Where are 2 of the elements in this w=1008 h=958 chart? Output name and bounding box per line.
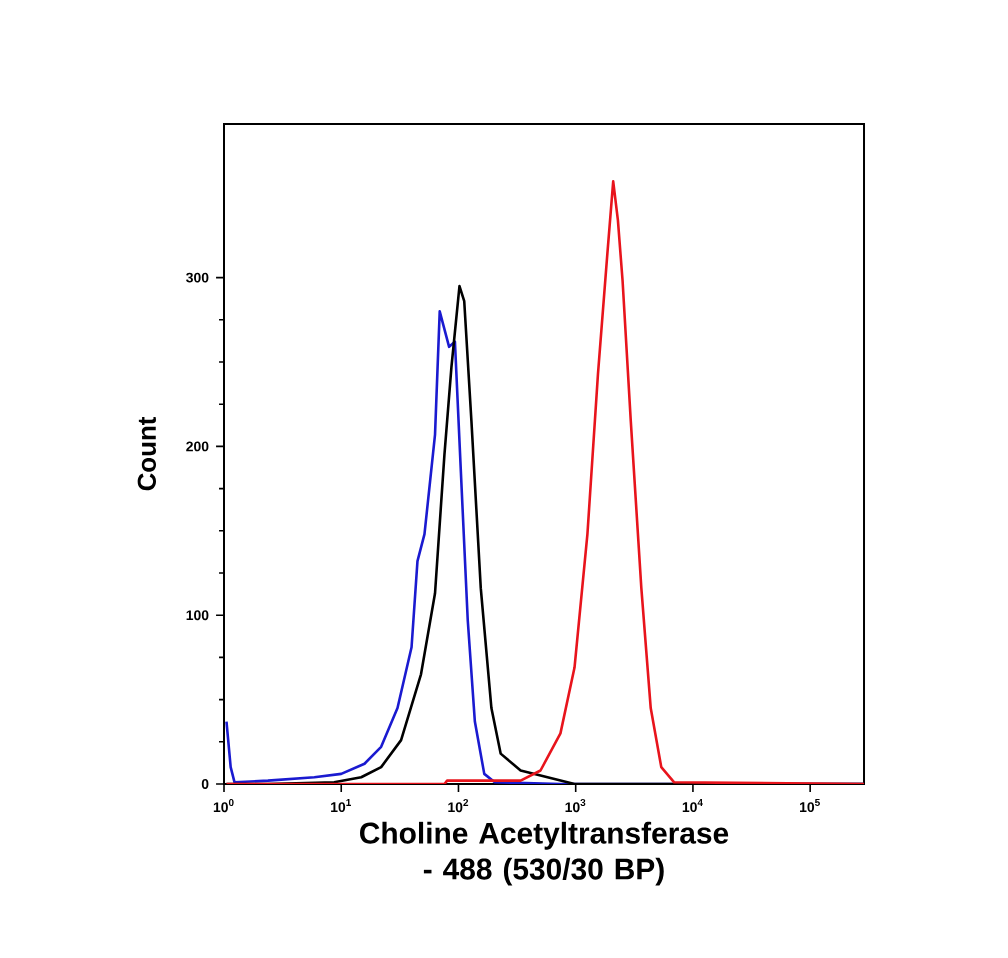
y-axis-title: Count [137, 416, 157, 491]
x-axis-title: Choline Acetyltransferase - 488 (530/30 BP) [360, 821, 729, 886]
